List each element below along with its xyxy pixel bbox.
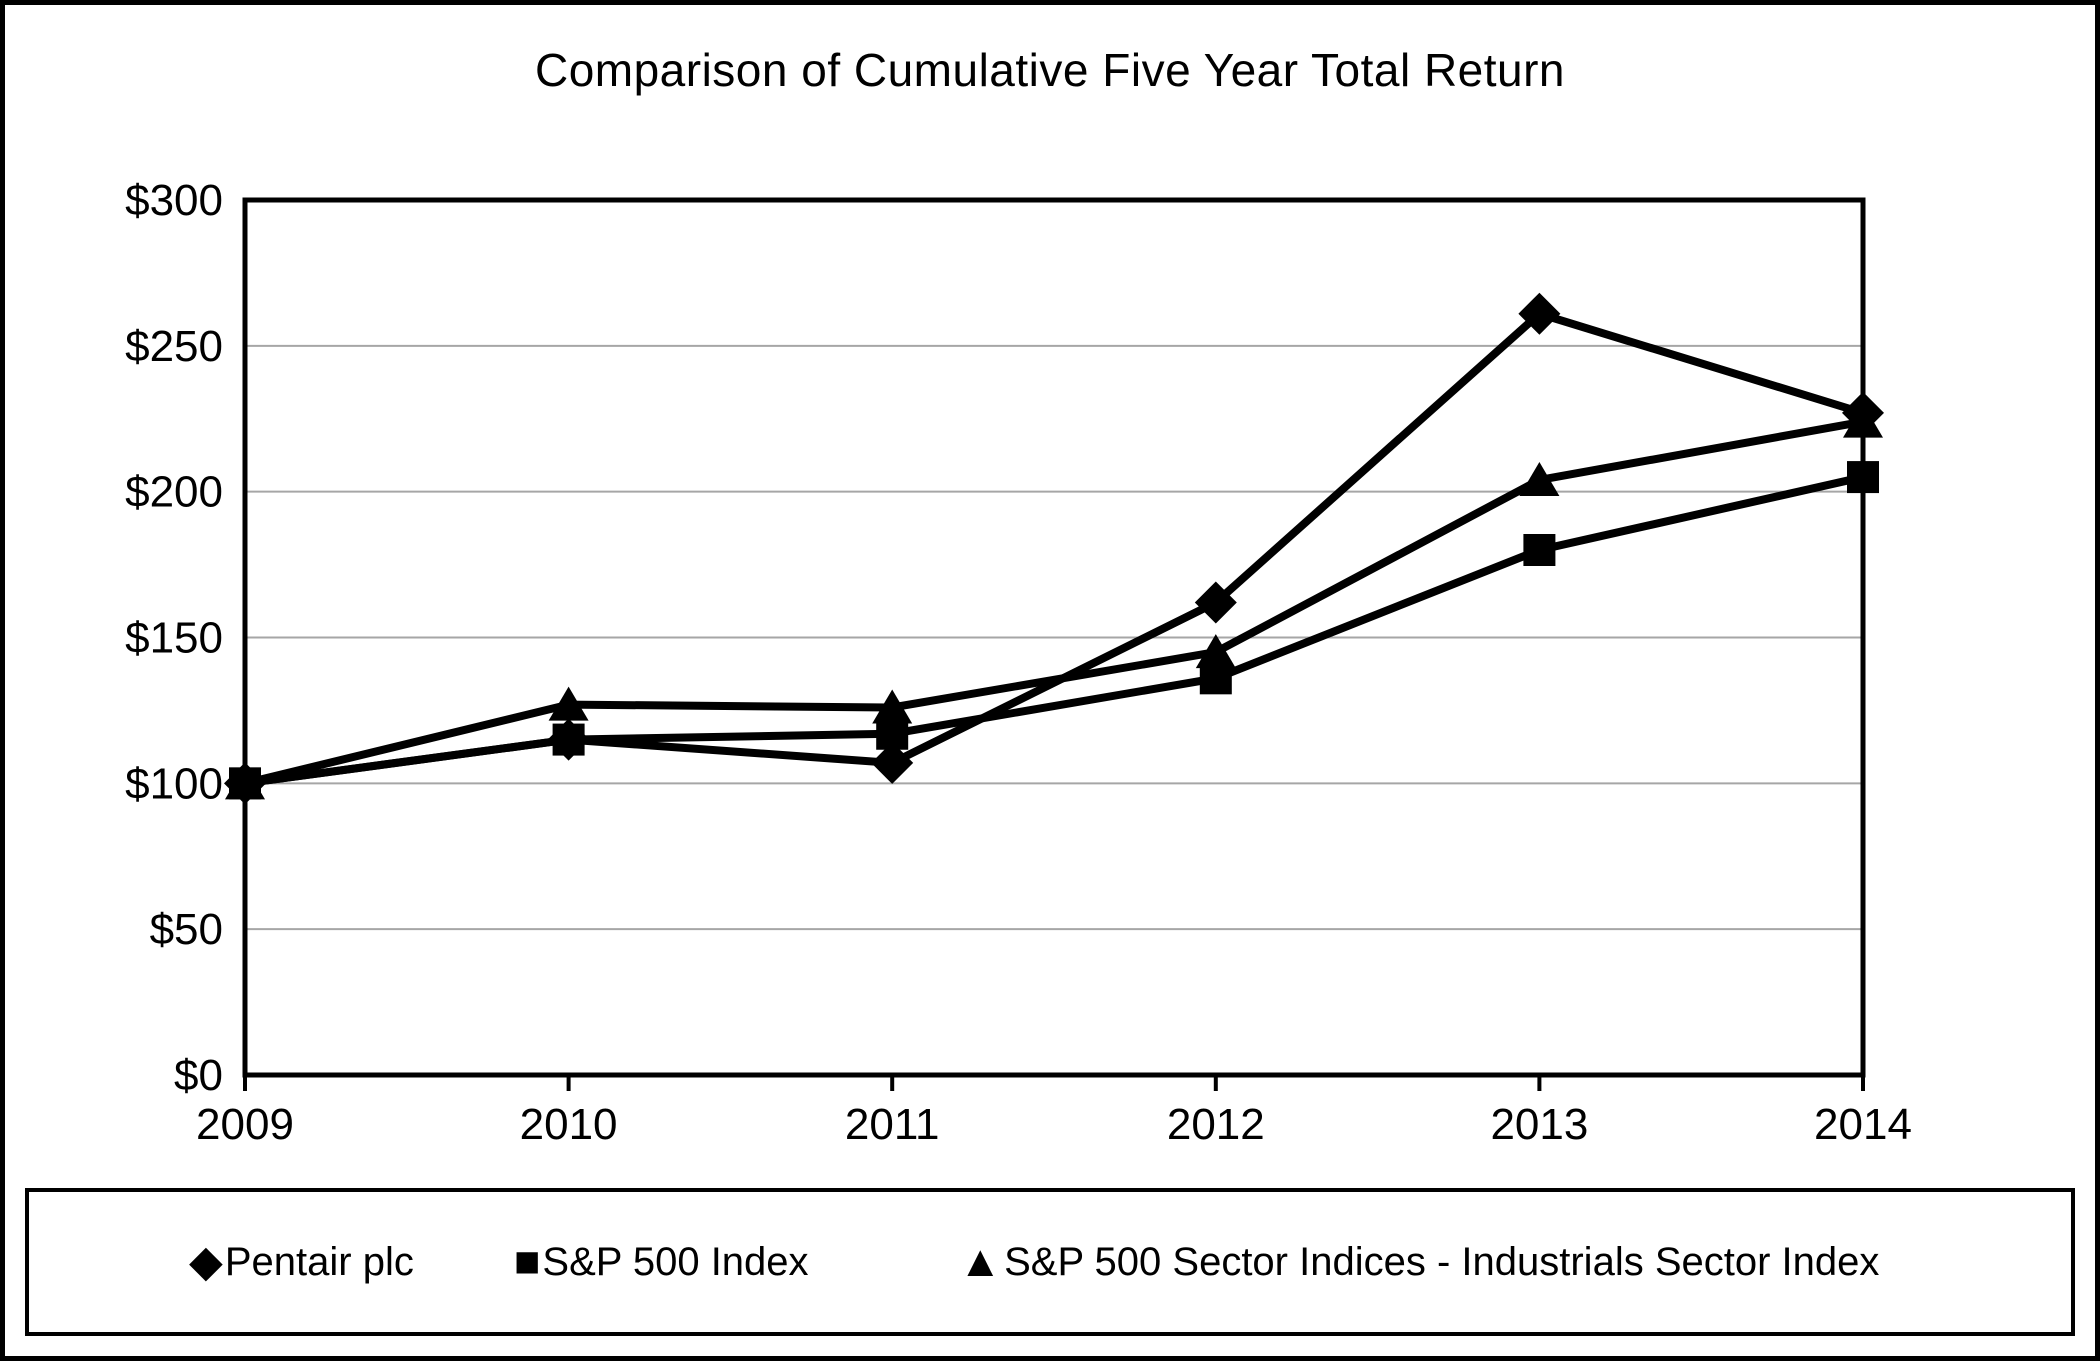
y-tick-label: $50 — [150, 905, 223, 954]
legend-label: S&P 500 Index — [542, 1239, 809, 1284]
x-tick-label: 2009 — [196, 1100, 294, 1149]
y-tick-label: $250 — [125, 322, 223, 371]
square-marker-s-p-500-index — [1523, 534, 1556, 566]
triangle-marker-s-p-500-sector-indices-industrials-sector-index — [872, 689, 913, 724]
square-marker-s-p-500-index — [1199, 662, 1232, 695]
x-tick-label: 2012 — [1167, 1100, 1265, 1149]
square-marker-s-p-500-index — [229, 767, 261, 800]
series-line-pentair-plc — [244, 309, 1865, 788]
x-tick-label: 2014 — [1814, 1100, 1912, 1149]
legend-item: ◆ Pentair plc — [189, 1240, 414, 1285]
square-marker-s-p-500-index — [1847, 461, 1879, 494]
square-marker-s-p-500-index — [552, 723, 585, 756]
plot-area: 2009 2010 2011 2012 2013 2014 $0 $50 $100 $150 $20… — [125, 176, 1912, 1149]
triangle-icon: ▲ — [958, 1237, 1003, 1286]
y-tick-label: $100 — [125, 759, 223, 808]
diamond-marker-pentair-plc — [871, 741, 914, 784]
legend-item: ▲ S&P 500 Sector Indices - Industrials Se… — [959, 1240, 1880, 1285]
diamond-marker-pentair-plc — [1194, 581, 1237, 624]
series-line-s-p-500-index — [244, 473, 1864, 788]
plot-border — [242, 197, 1866, 1078]
legend-label: S&P 500 Sector Indices - Industrials Sec… — [1004, 1239, 1880, 1284]
diamond-marker-pentair-plc — [1518, 292, 1561, 335]
diamond-icon: ◆ — [189, 1237, 223, 1286]
y-tick-label: $0 — [174, 1051, 223, 1100]
legend-label: Pentair plc — [224, 1239, 414, 1284]
chart-title: Comparison of Cumulative Five Year Total… — [534, 44, 1566, 96]
triangle-marker-s-p-500-sector-indices-industrials-sector-index — [1843, 403, 1883, 438]
triangle-marker-s-p-500-sector-indices-industrials-sector-index — [1195, 634, 1236, 669]
legend-item: ■ S&P 500 Index — [514, 1240, 809, 1285]
y-tick-label: $150 — [125, 614, 223, 663]
legend: ◆ Pentair plc ■ S&P 500 Index ▲ S&P 500 Secto… — [25, 1188, 2075, 1336]
square-icon: ■ — [513, 1237, 541, 1286]
y-tick-label: $300 — [125, 176, 223, 225]
triangle-marker-s-p-500-sector-indices-industrials-sector-index — [548, 686, 589, 721]
x-tick-label: 2010 — [520, 1100, 618, 1149]
x-tick-label: 2013 — [1490, 1100, 1588, 1149]
series-line-s-p-500-sector-indices-industrials-sector-index — [244, 417, 1864, 788]
x-tick-label: 2011 — [845, 1100, 940, 1149]
y-tick-label: $200 — [125, 468, 223, 517]
triangle-marker-s-p-500-sector-indices-industrials-sector-index — [1519, 462, 1560, 496]
square-marker-s-p-500-index — [876, 717, 909, 750]
